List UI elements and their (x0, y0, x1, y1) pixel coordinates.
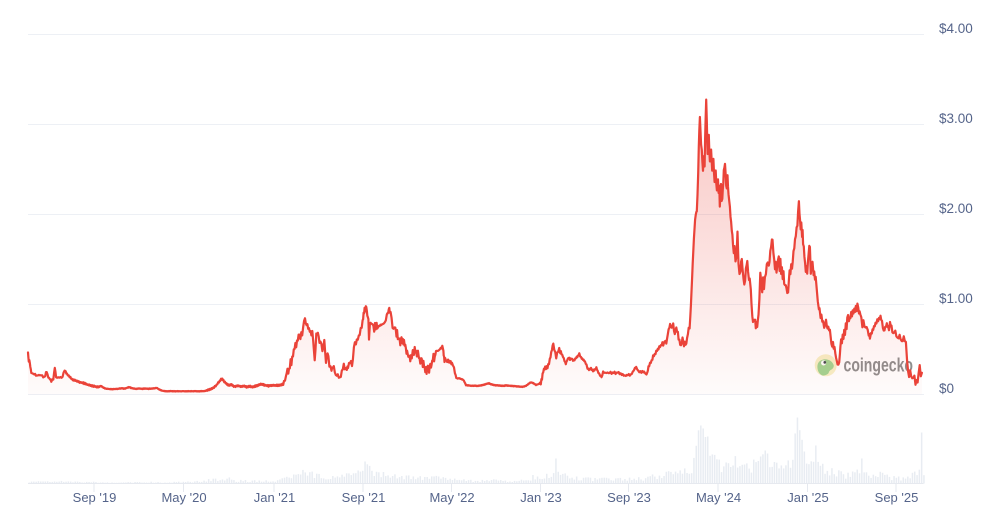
svg-text:$3.00: $3.00 (939, 111, 973, 126)
svg-text:Sep '23: Sep '23 (607, 490, 651, 505)
svg-text:$0: $0 (939, 381, 954, 396)
svg-text:May '20: May '20 (161, 490, 206, 505)
svg-text:$1.00: $1.00 (939, 291, 973, 306)
svg-text:Jan '21: Jan '21 (254, 490, 296, 505)
svg-text:Sep '25: Sep '25 (875, 490, 919, 505)
svg-text:Jan '25: Jan '25 (787, 490, 829, 505)
svg-text:Sep '19: Sep '19 (73, 490, 117, 505)
svg-text:Sep '21: Sep '21 (342, 490, 386, 505)
svg-text:$2.00: $2.00 (939, 201, 973, 216)
svg-text:$4.00: $4.00 (939, 21, 973, 36)
svg-text:Jan '23: Jan '23 (520, 490, 562, 505)
svg-text:May '22: May '22 (429, 490, 474, 505)
svg-text:May '24: May '24 (696, 490, 741, 505)
